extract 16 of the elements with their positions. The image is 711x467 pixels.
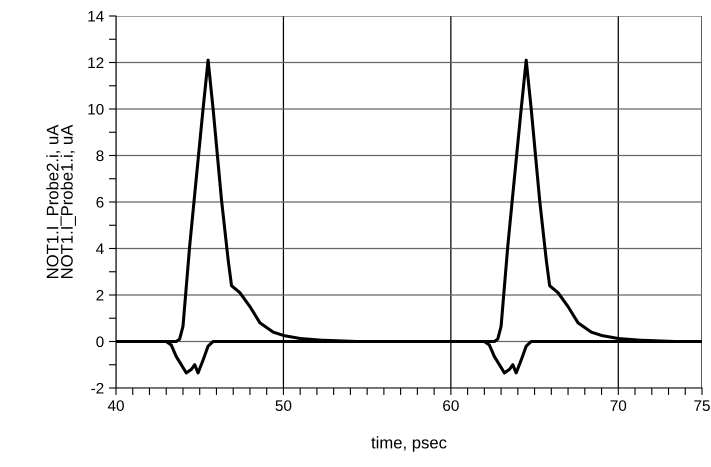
- x-tick-label: 75: [694, 400, 710, 412]
- y-tick-label: 14: [88, 11, 104, 22]
- y-tick-label: 10: [88, 104, 104, 115]
- y-tick-label: -2: [91, 382, 104, 394]
- x-axis-title: time, psec: [371, 436, 447, 452]
- y-tick-label: 2: [96, 290, 104, 301]
- x-tick-label: 40: [108, 400, 124, 412]
- y-tick-label: 4: [96, 244, 104, 254]
- x-tick-label: 50: [276, 400, 292, 412]
- y-tick-label: 8: [96, 150, 104, 162]
- y-tick-label: 12: [88, 57, 104, 68]
- y-tick-label: 6: [96, 196, 104, 208]
- y-axis-title: NOT1.I_Probe2.i, uA NOT1.I_Probe1.i, uA: [46, 124, 76, 278]
- y-tick-label: 0: [96, 336, 104, 348]
- x-tick-label: 60: [443, 400, 459, 412]
- x-tick-label: 70: [610, 400, 626, 412]
